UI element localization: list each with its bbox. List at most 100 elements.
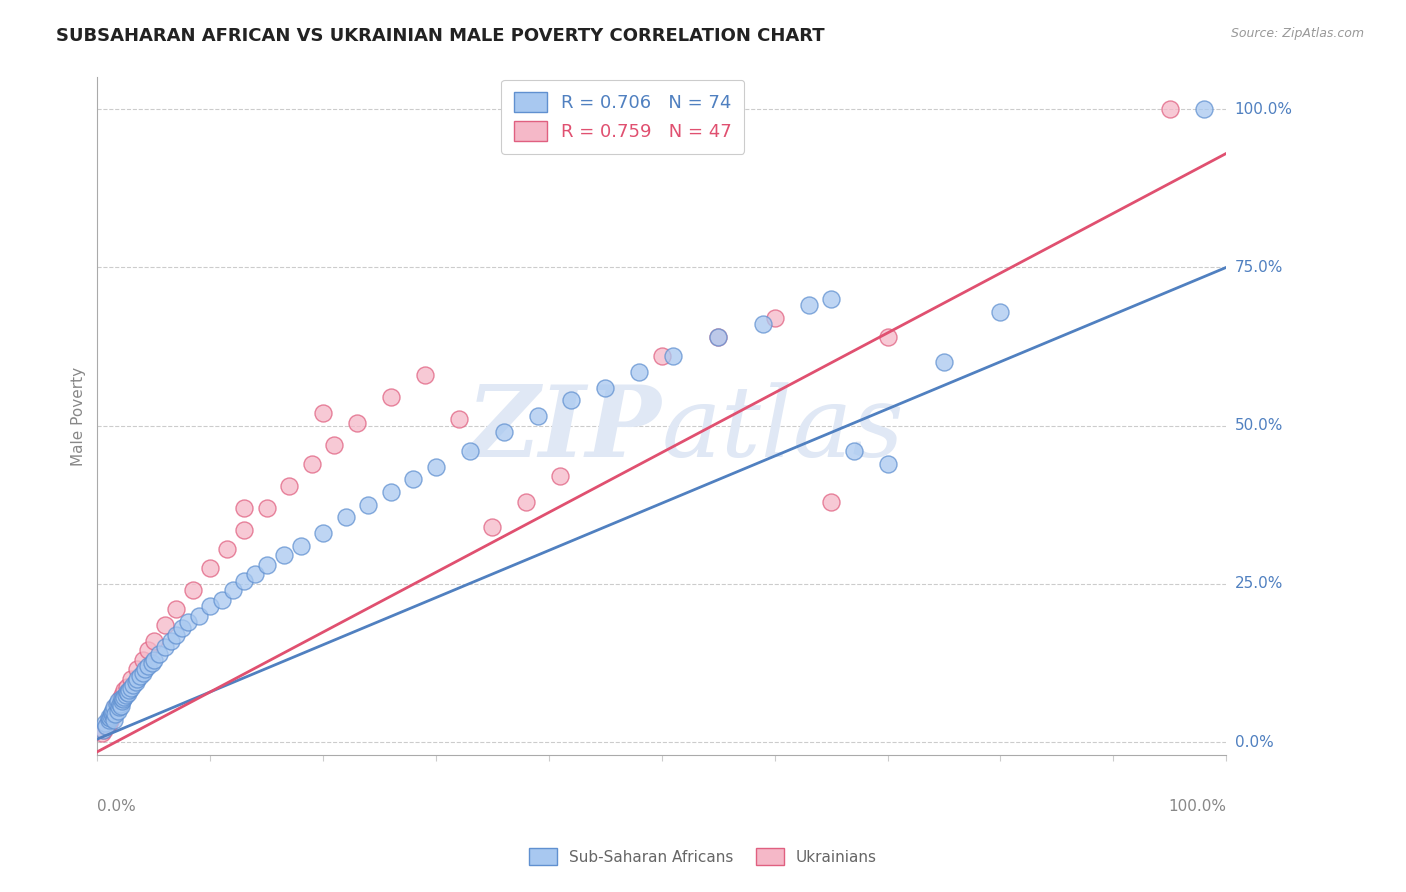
- Point: [97, 713, 120, 727]
- Point: [820, 292, 842, 306]
- Point: [312, 406, 335, 420]
- Point: [111, 694, 134, 708]
- Point: [107, 696, 129, 710]
- Point: [148, 647, 170, 661]
- Point: [481, 520, 503, 534]
- Text: SUBSAHARAN AFRICAN VS UKRAINIAN MALE POVERTY CORRELATION CHART: SUBSAHARAN AFRICAN VS UKRAINIAN MALE POV…: [56, 27, 825, 45]
- Point: [131, 665, 153, 680]
- Point: [101, 706, 124, 721]
- Point: [176, 615, 198, 629]
- Point: [98, 711, 121, 725]
- Text: 25.0%: 25.0%: [1234, 576, 1282, 591]
- Point: [1159, 102, 1181, 116]
- Point: [107, 700, 129, 714]
- Point: [425, 459, 447, 474]
- Point: [101, 706, 124, 721]
- Point: [301, 457, 323, 471]
- Point: [256, 500, 278, 515]
- Point: [98, 713, 121, 727]
- Point: [278, 479, 301, 493]
- Point: [458, 444, 481, 458]
- Point: [101, 708, 124, 723]
- Point: [110, 698, 132, 713]
- Point: [114, 690, 136, 704]
- Point: [100, 711, 122, 725]
- Point: [165, 602, 187, 616]
- Text: atlas: atlas: [662, 382, 904, 477]
- Point: [312, 526, 335, 541]
- Point: [752, 318, 775, 332]
- Text: 0.0%: 0.0%: [97, 799, 136, 814]
- Point: [876, 330, 898, 344]
- Point: [91, 723, 114, 737]
- Point: [111, 690, 134, 705]
- Point: [159, 634, 181, 648]
- Point: [103, 704, 125, 718]
- Point: [107, 694, 129, 708]
- Text: ZIP: ZIP: [467, 382, 662, 478]
- Point: [380, 485, 402, 500]
- Point: [707, 330, 730, 344]
- Point: [120, 681, 142, 696]
- Point: [526, 409, 548, 424]
- Point: [101, 704, 124, 718]
- Point: [104, 706, 127, 721]
- Point: [131, 653, 153, 667]
- Point: [200, 599, 222, 614]
- Point: [560, 393, 582, 408]
- Point: [111, 688, 134, 702]
- Point: [707, 330, 730, 344]
- Point: [100, 708, 122, 723]
- Point: [141, 656, 163, 670]
- Point: [108, 698, 131, 712]
- Point: [323, 438, 346, 452]
- Point: [142, 653, 165, 667]
- Point: [273, 549, 295, 563]
- Point: [122, 678, 145, 692]
- Point: [96, 717, 118, 731]
- Point: [108, 692, 131, 706]
- Point: [170, 621, 193, 635]
- Point: [346, 416, 368, 430]
- Point: [134, 662, 156, 676]
- Text: Source: ZipAtlas.com: Source: ZipAtlas.com: [1230, 27, 1364, 40]
- Point: [211, 592, 233, 607]
- Point: [222, 583, 245, 598]
- Point: [136, 659, 159, 673]
- Point: [181, 583, 204, 598]
- Point: [105, 698, 128, 713]
- Point: [103, 700, 125, 714]
- Point: [413, 368, 436, 382]
- Point: [290, 539, 312, 553]
- Point: [96, 719, 118, 733]
- Point: [115, 684, 138, 698]
- Point: [256, 558, 278, 572]
- Point: [188, 608, 211, 623]
- Point: [548, 469, 571, 483]
- Point: [245, 567, 267, 582]
- Point: [142, 634, 165, 648]
- Point: [165, 627, 187, 641]
- Point: [97, 716, 120, 731]
- Point: [200, 561, 222, 575]
- Point: [125, 662, 148, 676]
- Point: [876, 457, 898, 471]
- Point: [105, 698, 128, 712]
- Point: [595, 381, 617, 395]
- Legend: R = 0.706   N = 74, R = 0.759   N = 47: R = 0.706 N = 74, R = 0.759 N = 47: [502, 79, 744, 153]
- Point: [990, 304, 1012, 318]
- Point: [842, 444, 865, 458]
- Point: [1192, 102, 1215, 116]
- Point: [628, 365, 651, 379]
- Point: [103, 713, 125, 727]
- Point: [136, 643, 159, 657]
- Point: [93, 723, 115, 737]
- Point: [217, 542, 239, 557]
- Text: 50.0%: 50.0%: [1234, 418, 1282, 434]
- Point: [129, 669, 152, 683]
- Point: [797, 298, 820, 312]
- Point: [233, 523, 256, 537]
- Point: [662, 349, 685, 363]
- Point: [114, 688, 136, 702]
- Point: [125, 672, 148, 686]
